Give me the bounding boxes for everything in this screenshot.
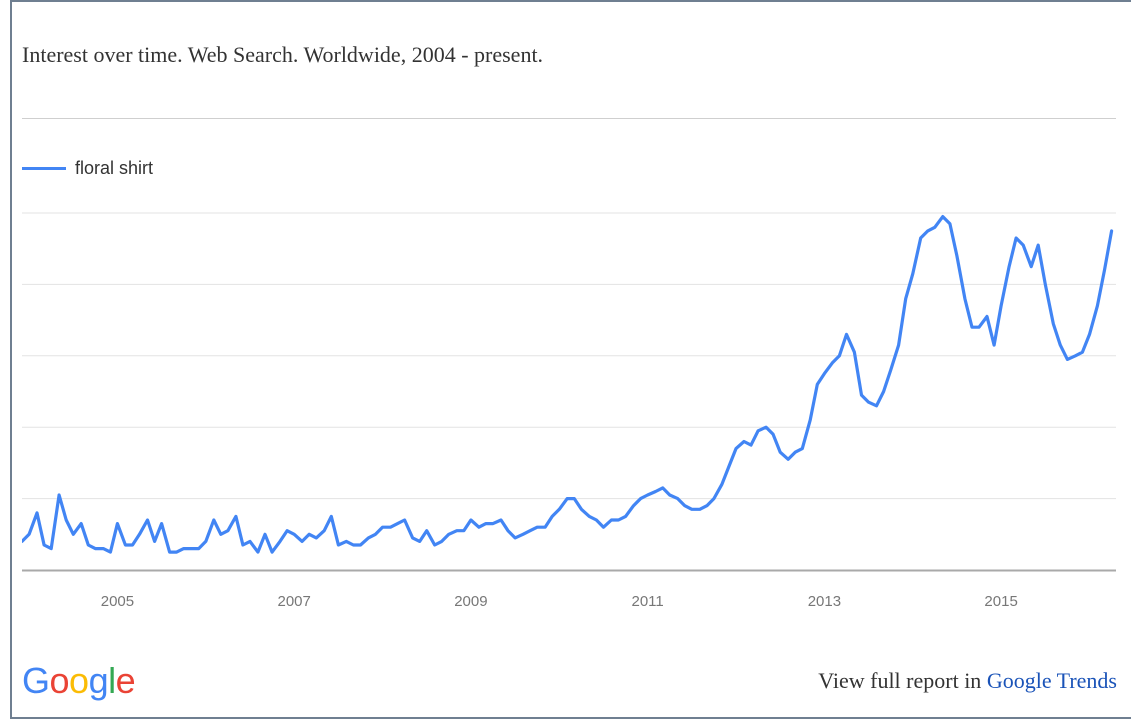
legend-swatch xyxy=(22,167,66,170)
full-report-prefix: View full report in xyxy=(818,668,987,693)
logo-letter: o xyxy=(69,660,89,701)
legend: floral shirt xyxy=(22,158,153,179)
x-tick-label: 2009 xyxy=(454,593,487,610)
google-trends-link[interactable]: Google Trends xyxy=(986,668,1117,693)
logo-letter: o xyxy=(49,660,70,701)
logo-letter: g xyxy=(88,660,109,701)
full-report-link-row: View full report in Google Trends xyxy=(818,668,1117,694)
chart-title: Interest over time. Web Search. Worldwid… xyxy=(22,42,544,67)
x-tick-label: 2005 xyxy=(101,593,134,610)
title-divider xyxy=(22,118,1116,119)
logo-letter: l xyxy=(108,660,116,701)
logo-letter: e xyxy=(115,660,136,701)
google-logo: Google xyxy=(22,660,136,702)
chart-plot: 2005 2007 2009 2011 2013 2015 xyxy=(22,212,1116,610)
chart-frame xyxy=(10,0,1131,719)
x-tick-label: 2013 xyxy=(808,593,841,610)
series-line xyxy=(22,215,1114,554)
x-tick-label: 2011 xyxy=(632,593,664,610)
legend-label: floral shirt xyxy=(75,158,154,178)
logo-letter: G xyxy=(22,660,50,701)
x-tick-label: 2007 xyxy=(277,593,310,610)
x-tick-label: 2015 xyxy=(984,593,1017,610)
